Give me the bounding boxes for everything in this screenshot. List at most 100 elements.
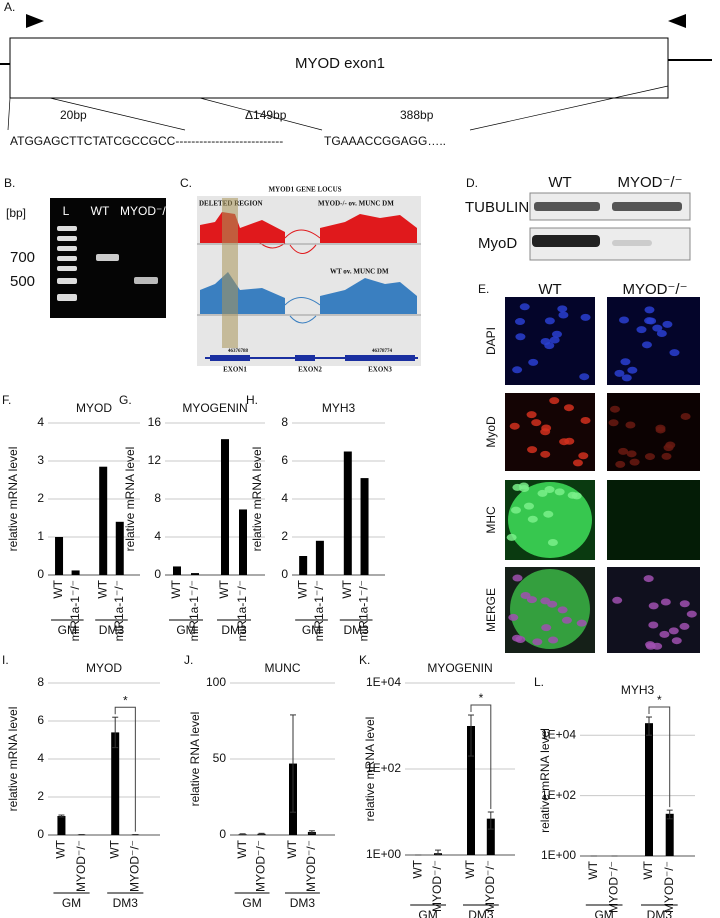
nucleus [557, 305, 568, 313]
y-tick-label: 2 [37, 789, 44, 803]
nucleus [578, 452, 589, 460]
nucleus [644, 453, 655, 461]
nucleus [540, 450, 551, 458]
group-label: GM [62, 896, 81, 910]
size-label: 500 [10, 273, 35, 290]
x-tick-label: WT [169, 579, 183, 598]
nucleus [669, 349, 680, 357]
flank-label: 388bp [400, 108, 434, 122]
y-tick-label: 1E+04 [366, 675, 401, 689]
nucleus [671, 637, 682, 645]
panel-label: J. [184, 653, 193, 667]
y-tick-label: 4 [154, 529, 161, 543]
column-label: MYOD⁻/⁻ [622, 281, 687, 298]
error-bar [487, 811, 494, 830]
panel-label: G. [119, 393, 132, 407]
gel-band [96, 254, 119, 261]
bar [57, 816, 66, 835]
micrograph [607, 567, 700, 653]
group-label: GM [242, 896, 261, 910]
error-bar [435, 849, 441, 856]
nucleus [641, 341, 652, 349]
group-label: DM3 [468, 908, 494, 918]
panel-label: B. [4, 176, 15, 190]
y-tick-label: 8 [37, 675, 44, 689]
nucleus [554, 488, 565, 496]
track-title: MYOD1 GENE LOCUS [268, 186, 341, 194]
nucleus [526, 411, 537, 419]
nucleus [506, 533, 517, 541]
bar [343, 451, 352, 575]
coordinate: 46376788 [228, 349, 249, 354]
nucleus [655, 426, 666, 434]
nucleus [645, 642, 656, 650]
blot-label: MyoD [478, 235, 517, 252]
nucleus [612, 596, 623, 604]
y-tick-label: 1E+02 [366, 761, 401, 775]
chart-title: MYOD [76, 401, 112, 415]
nucleus [679, 600, 690, 608]
panel-label: L. [534, 675, 544, 689]
junction [284, 297, 321, 324]
lane-label: MYOD⁻/⁻ [120, 204, 172, 218]
nucleus [564, 437, 575, 445]
nucleus [625, 421, 636, 429]
nucleus [540, 337, 551, 345]
bar [239, 509, 247, 575]
column-label: WT [538, 281, 561, 298]
row-label: MERGE [484, 588, 498, 632]
group-label: GM [418, 908, 437, 918]
flank-label: 20bp [60, 108, 87, 122]
blot-label: TUBULIN [465, 199, 529, 216]
y-tick-label: 3 [37, 453, 44, 467]
group-label: GM [302, 623, 321, 637]
exon-label: EXON3 [368, 366, 392, 374]
coordinate: 46378774 [372, 349, 393, 354]
nucleus [659, 630, 670, 638]
unit-label: [bp] [6, 206, 26, 220]
row-label: MyoD [484, 416, 498, 448]
panel-label: F. [2, 393, 11, 407]
nucleus [648, 602, 659, 610]
nucleus [531, 419, 542, 427]
nucleus [527, 515, 538, 523]
error-bar [112, 716, 119, 749]
lane-label: WT [91, 204, 110, 218]
x-tick-label: miR1a-1⁻/⁻ [357, 580, 371, 641]
bar [315, 540, 324, 575]
nucleus [548, 636, 559, 644]
lane-label: L [63, 204, 70, 218]
x-tick-label: miR1a-1⁻/⁻ [112, 580, 126, 641]
x-tick-label: miR1a-1⁻/⁻ [235, 580, 249, 641]
nucleus [558, 311, 569, 319]
x-tick-label: WT [54, 839, 68, 858]
x-tick-label: MYOD⁻/⁻ [483, 860, 497, 912]
x-tick-label: WT [340, 579, 354, 598]
zoom-line [49, 97, 186, 131]
nucleus [643, 575, 654, 583]
x-tick-label: MYOD⁻/⁻ [74, 840, 88, 892]
nucleus [547, 538, 558, 546]
x-tick-label: WT [235, 839, 249, 858]
blot-band [612, 202, 682, 211]
panel-label: H. [246, 393, 258, 407]
y-tick-label: 0 [37, 827, 44, 841]
x-tick-label: MYOD⁻/⁻ [430, 860, 444, 912]
panel-label: K. [359, 653, 370, 667]
exon-block [345, 355, 415, 361]
exon-label: EXON1 [223, 366, 247, 374]
nucleus [557, 606, 568, 614]
nucleus [609, 405, 620, 413]
nucleus [508, 613, 519, 621]
coverage-blue [200, 272, 417, 314]
micrographs: DAPI MyoD MHC MERGE [484, 297, 700, 653]
bar [360, 478, 369, 575]
blot-band [612, 240, 652, 246]
deleted-region [222, 198, 238, 348]
error-bar [239, 833, 246, 836]
x-tick-label: WT [463, 859, 477, 878]
significance-label: * [479, 691, 484, 705]
x-tick-label: MYOD⁻/⁻ [128, 840, 142, 892]
panel-label: I. [2, 653, 9, 667]
nucleus [551, 330, 562, 338]
